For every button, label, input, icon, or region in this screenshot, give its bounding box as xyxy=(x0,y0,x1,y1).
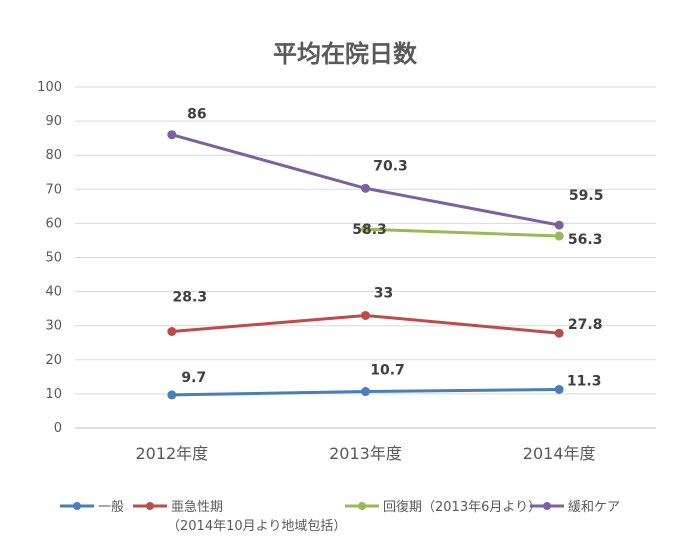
data-point xyxy=(361,310,370,320)
legend-marker xyxy=(543,502,551,510)
data-label: 9.7 xyxy=(181,370,206,386)
data-label: 86 xyxy=(187,107,206,123)
series-line xyxy=(171,133,560,227)
data-point xyxy=(554,384,564,394)
legend-label: 回復期（2013年6月より） xyxy=(383,499,541,515)
y-tick-label: 40 xyxy=(45,285,62,300)
data-point xyxy=(554,220,564,230)
legend-marker xyxy=(358,502,366,510)
y-axis-ticks: 0 10 20 30 40 50 60 70 80 90 100 xyxy=(37,80,62,436)
y-tick-label: 90 xyxy=(45,114,62,129)
x-tick-label: 2013年度 xyxy=(329,444,402,463)
data-point xyxy=(554,328,564,338)
data-point xyxy=(361,183,370,193)
data-label: 58.3 xyxy=(352,222,387,238)
data-label: 10.7 xyxy=(370,363,405,379)
legend-label: 亜急性期 xyxy=(171,500,223,515)
y-tick-label: 100 xyxy=(37,80,62,95)
legend: 一般 亜急性期 （2014年10月より地域包括） 回復期（2013年6月より） 緩和ケア xyxy=(60,499,620,534)
chart-title: 平均在院日数 xyxy=(273,40,418,68)
data-point xyxy=(167,326,177,336)
data-point xyxy=(554,231,564,241)
data-point xyxy=(361,387,370,397)
legend-label: 一般 xyxy=(98,499,124,515)
data-point xyxy=(361,224,370,234)
data-label: 11.3 xyxy=(567,373,602,389)
legend-marker xyxy=(73,502,81,510)
data-point xyxy=(167,390,177,400)
data-label: 59.5 xyxy=(569,188,604,204)
y-tick-label: 50 xyxy=(45,251,62,266)
legend-label: 緩和ケア xyxy=(568,500,620,515)
data-labels: 9.7 10.7 11.3 28.3 33 27.8 58.3 56.3 86 70.3 59.5 xyxy=(173,107,604,390)
x-axis-ticks: 2012年度 2013年度 2014年度 xyxy=(135,444,595,463)
y-tick-label: 30 xyxy=(45,319,62,334)
x-tick-label: 2014年度 xyxy=(523,444,596,463)
data-label: 28.3 xyxy=(173,289,208,305)
y-tick-label: 10 xyxy=(45,387,62,402)
legend-label-line2: （2014年10月より地域包括） xyxy=(167,519,346,534)
y-tick-label: 60 xyxy=(45,216,62,231)
y-tick-label: 70 xyxy=(45,182,62,197)
data-label: 70.3 xyxy=(373,158,408,174)
legend-marker xyxy=(146,502,154,510)
series-line xyxy=(365,227,560,238)
y-tick-label: 20 xyxy=(45,353,62,368)
data-point xyxy=(167,130,177,140)
y-tick-label: 80 xyxy=(45,148,62,163)
series-group xyxy=(167,130,564,400)
data-label: 56.3 xyxy=(568,232,603,248)
data-label: 33 xyxy=(374,285,393,301)
x-tick-label: 2012年度 xyxy=(135,444,208,463)
y-tick-label: 0 xyxy=(54,421,62,436)
data-label: 27.8 xyxy=(568,317,603,333)
